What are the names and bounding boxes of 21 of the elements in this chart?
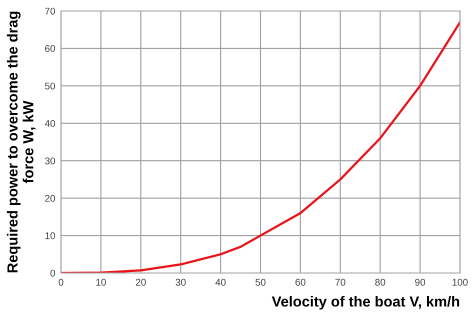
- y-tick-label: 30: [45, 157, 56, 164]
- y-axis-title: Required power to overcome the drag force W, kW: [6, 12, 36, 272]
- y-tick-label: 50: [45, 82, 56, 90]
- x-tick-label: 100: [452, 278, 468, 286]
- x-tick-label: 40: [215, 278, 226, 286]
- y-tick-label: 20: [45, 194, 56, 202]
- x-axis-title: Velocity of the boat V, km/h: [272, 296, 460, 310]
- x-tick-label: 50: [255, 278, 266, 286]
- y-tick-label: 0: [50, 270, 56, 277]
- y-tick-label: 60: [45, 45, 56, 52]
- x-tick-label: 20: [136, 278, 146, 286]
- x-tick-label: 80: [375, 278, 386, 286]
- x-tick-label: 10: [96, 278, 106, 286]
- x-tick-label: 60: [295, 278, 306, 286]
- y-tick-label: 70: [45, 8, 56, 15]
- y-tick-label: 40: [44, 120, 56, 127]
- x-tick-label: 90: [415, 278, 426, 286]
- x-tick-label: 30: [176, 278, 186, 286]
- x-tick-label: 70: [335, 278, 346, 286]
- y-tick-label: 10: [45, 232, 56, 240]
- x-tick-label: 0: [58, 278, 64, 286]
